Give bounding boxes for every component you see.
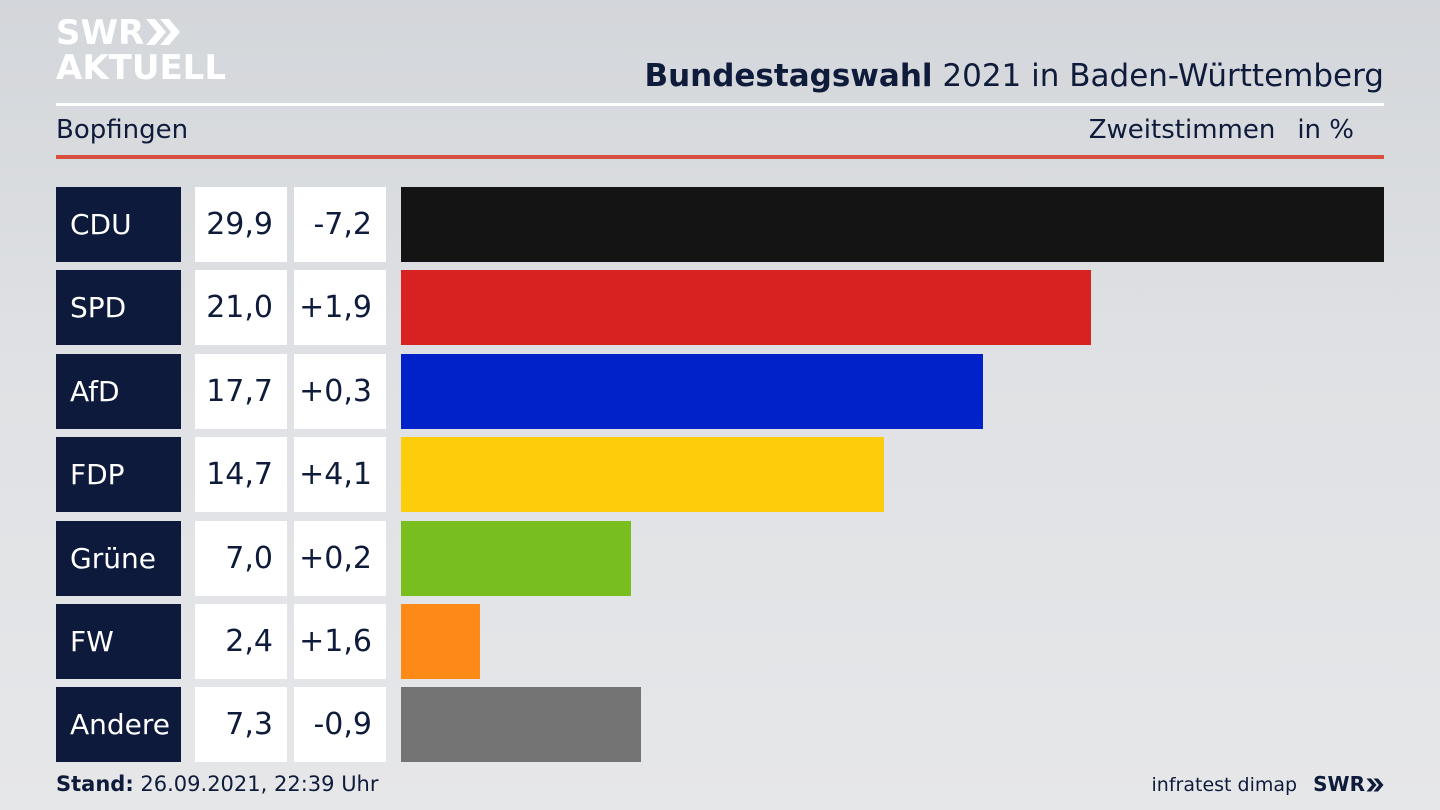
source-credit: infratest dimap SWR [1152, 772, 1384, 796]
timestamp: Stand: 26.09.2021, 22:39 Uhr [56, 772, 379, 796]
vote-share: 14,7 [195, 437, 287, 512]
result-bar [401, 521, 631, 596]
party-name: CDU [56, 187, 181, 262]
vote-share: 17,7 [195, 354, 287, 429]
double-chevron-icon [146, 19, 181, 45]
vote-change: +1,6 [294, 604, 386, 679]
vote-share: 21,0 [195, 270, 287, 345]
stand-label: Stand: [56, 772, 134, 796]
stand-value: 26.09.2021, 22:39 Uhr [140, 772, 379, 796]
result-bar [401, 354, 983, 429]
result-row: CDU 29,9 -7,2 [56, 187, 1384, 262]
double-chevron-small-icon [1366, 778, 1384, 792]
vote-share: 7,0 [195, 521, 287, 596]
result-row: AfD 17,7 +0,3 [56, 354, 1384, 429]
vote-share: 29,9 [195, 187, 287, 262]
title-bold: Bundestagswahl [644, 58, 933, 94]
result-row: Andere 7,3 -0,9 [56, 687, 1384, 762]
header-divider [56, 103, 1384, 106]
result-bar [401, 687, 641, 762]
party-name: Grüne [56, 521, 181, 596]
result-bar [401, 437, 884, 512]
party-name: FW [56, 604, 181, 679]
vote-change: +1,9 [294, 270, 386, 345]
party-name: AfD [56, 354, 181, 429]
swr-small-logo: SWR [1313, 772, 1384, 796]
logo-line-aktuell: AKTUELL [56, 48, 227, 88]
vote-change: -0,9 [294, 687, 386, 762]
vote-change: +0,3 [294, 354, 386, 429]
result-row: FDP 14,7 +4,1 [56, 437, 1384, 512]
region-label: Bopfingen [56, 115, 189, 145]
source-name: infratest dimap [1151, 774, 1298, 796]
vote-change: +0,2 [294, 521, 386, 596]
result-row: Grüne 7,0 +0,2 [56, 521, 1384, 596]
party-name: SPD [56, 270, 181, 345]
result-bar [401, 270, 1091, 345]
party-name: Andere [56, 687, 181, 762]
measure-text: Zweitstimmen [1088, 115, 1276, 145]
unit-text: in % [1297, 115, 1354, 145]
title-rest: 2021 in Baden-Württemberg [942, 58, 1384, 94]
result-row: FW 2,4 +1,6 [56, 604, 1384, 679]
swr-aktuell-logo: SWR AKTUELL [56, 16, 226, 92]
vote-share: 7,3 [195, 687, 287, 762]
logo-line-swr: SWR [56, 16, 226, 51]
chart-title: Bundestagswahl 2021 in Baden-Württemberg [644, 58, 1384, 94]
result-bar [401, 604, 480, 679]
vote-change: -7,2 [294, 187, 386, 262]
party-name: FDP [56, 437, 181, 512]
measure-label: Zweitstimmen in % [1089, 115, 1354, 145]
result-row: SPD 21,0 +1,9 [56, 270, 1384, 345]
accent-divider [56, 155, 1384, 159]
vote-share: 2,4 [195, 604, 287, 679]
result-bar [401, 187, 1384, 262]
vote-change: +4,1 [294, 437, 386, 512]
